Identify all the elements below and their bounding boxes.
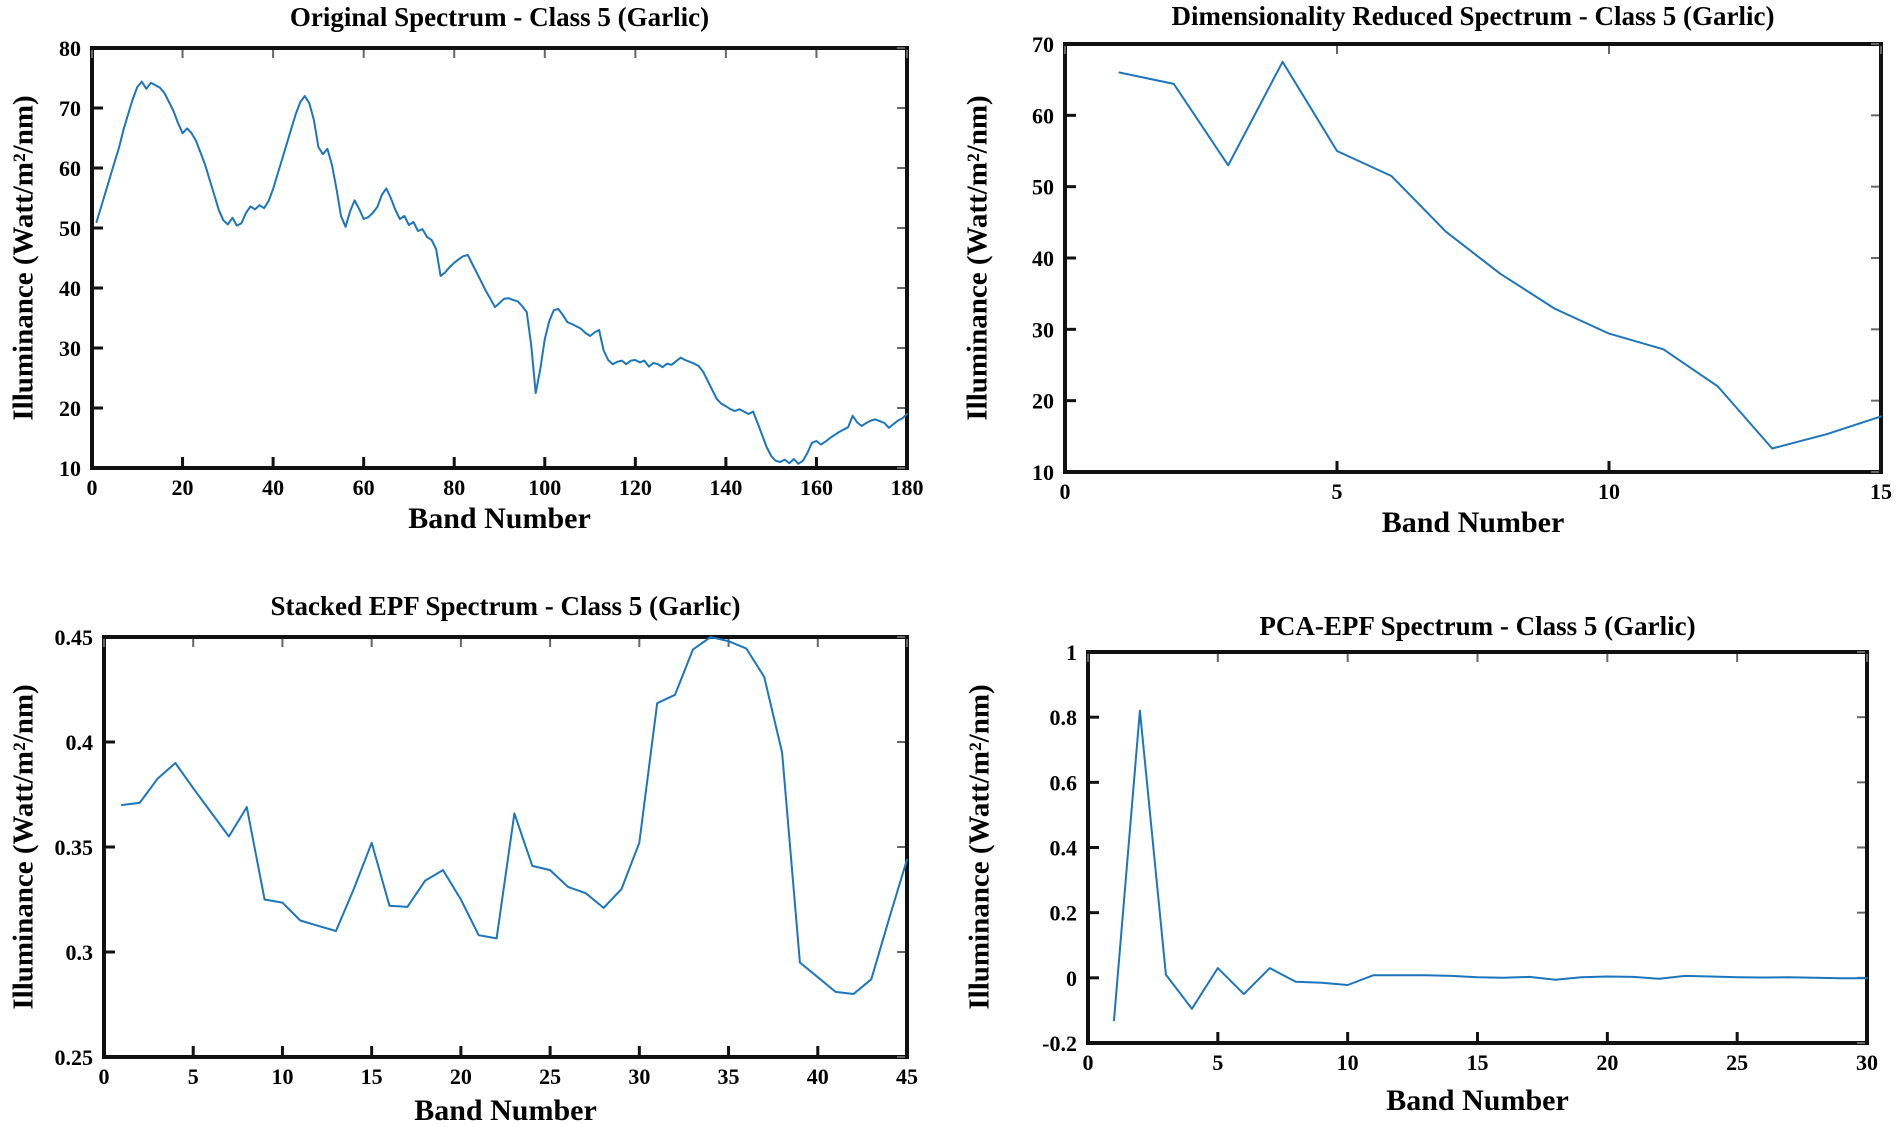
chart-title-original: Original Spectrum - Class 5 (Garlic) <box>289 2 710 32</box>
svg-text:5: 5 <box>1332 479 1343 504</box>
svg-text:0.4: 0.4 <box>66 730 94 755</box>
svg-text:0.2: 0.2 <box>1050 901 1078 926</box>
svg-text:0.3: 0.3 <box>66 940 94 965</box>
svg-text:10: 10 <box>59 456 81 481</box>
svg-text:1: 1 <box>1066 640 1077 665</box>
svg-text:50: 50 <box>59 216 81 241</box>
plot-canvas-original: 0 20 40 60 80 100 120 140 160 180 10 20 30 40 50 60 70 80 <box>59 36 924 500</box>
svg-text:40: 40 <box>262 475 284 500</box>
svg-text:70: 70 <box>1032 32 1054 57</box>
svg-text:0.35: 0.35 <box>55 835 94 860</box>
panel-pca-epf: PCA-EPF Spectrum - Class 5 (Garlic) Illu… <box>950 566 1900 1133</box>
chart-title-stacked-epf: Stacked EPF Spectrum - Class 5 (Garlic) <box>270 591 741 621</box>
svg-text:40: 40 <box>807 1064 829 1089</box>
svg-text:30: 30 <box>59 336 81 361</box>
svg-text:25: 25 <box>539 1064 561 1089</box>
svg-text:20: 20 <box>1596 1050 1618 1075</box>
svg-text:0: 0 <box>87 475 98 500</box>
svg-text:80: 80 <box>59 36 81 61</box>
svg-text:70: 70 <box>59 96 81 121</box>
svg-text:0.4: 0.4 <box>1050 836 1078 861</box>
svg-text:5: 5 <box>1212 1050 1223 1075</box>
x-axis-label: Band Number <box>408 502 591 535</box>
svg-text:0.25: 0.25 <box>55 1045 94 1070</box>
svg-text:60: 60 <box>1032 103 1054 128</box>
panel-original-spectrum: Original Spectrum - Class 5 (Garlic) Ill… <box>0 0 950 566</box>
svg-text:0.45: 0.45 <box>55 625 94 650</box>
plot-canvas-pca-epf: 0 5 10 15 20 25 30-0.200.20.40.60.81 <box>1042 640 1878 1075</box>
panel-dimensionality-reduced: Dimensionality Reduced Spectrum - Class … <box>950 0 1900 566</box>
plot-canvas-stacked-epf: 0 5 10 15 20 25 30 35 40 45 0.25 0.3 0.35 0.4 0.45 <box>55 625 919 1089</box>
svg-text:15: 15 <box>1467 1050 1489 1075</box>
svg-text:0: 0 <box>1060 479 1071 504</box>
svg-text:20: 20 <box>172 475 194 500</box>
svg-text:80: 80 <box>443 475 465 500</box>
svg-text:10: 10 <box>1598 479 1620 504</box>
svg-text:20: 20 <box>450 1064 472 1089</box>
x-axis-label: Band Number <box>414 1094 597 1127</box>
svg-text:35: 35 <box>718 1064 740 1089</box>
svg-text:15: 15 <box>1870 479 1892 504</box>
svg-text:10: 10 <box>271 1064 293 1089</box>
svg-text:30: 30 <box>1856 1050 1878 1075</box>
chart-title-pca-epf: PCA-EPF Spectrum - Class 5 (Garlic) <box>1259 611 1696 641</box>
svg-text:0.8: 0.8 <box>1050 705 1078 730</box>
svg-text:0.6: 0.6 <box>1050 770 1078 795</box>
panel-stacked-epf: Stacked EPF Spectrum - Class 5 (Garlic) … <box>0 566 950 1133</box>
chart-title-dimensionality-reduced: Dimensionality Reduced Spectrum - Class … <box>1171 1 1775 31</box>
svg-text:0: 0 <box>99 1064 110 1089</box>
svg-text:10: 10 <box>1337 1050 1359 1075</box>
svg-text:60: 60 <box>353 475 375 500</box>
svg-text:30: 30 <box>1032 317 1054 342</box>
x-axis-label: Band Number <box>1386 1084 1569 1117</box>
svg-text:0: 0 <box>1083 1050 1094 1075</box>
svg-text:20: 20 <box>59 396 81 421</box>
svg-text:30: 30 <box>628 1064 650 1089</box>
svg-text:50: 50 <box>1032 175 1054 200</box>
svg-text:20: 20 <box>1032 389 1054 414</box>
svg-text:-0.2: -0.2 <box>1042 1031 1077 1056</box>
svg-text:25: 25 <box>1726 1050 1748 1075</box>
x-axis-label: Band Number <box>1381 506 1565 539</box>
svg-text:15: 15 <box>361 1064 383 1089</box>
svg-text:180: 180 <box>891 475 924 500</box>
svg-text:160: 160 <box>800 475 833 500</box>
svg-text:140: 140 <box>709 475 742 500</box>
plot-canvas-dimensionality-reduced: 0 5 10 15 10 20 30 40 50 60 70 <box>1032 32 1892 504</box>
svg-text:60: 60 <box>59 156 81 181</box>
svg-text:40: 40 <box>59 276 81 301</box>
svg-text:100: 100 <box>528 475 561 500</box>
svg-text:0: 0 <box>1066 966 1077 991</box>
svg-text:120: 120 <box>619 475 652 500</box>
svg-text:10: 10 <box>1032 460 1054 485</box>
svg-text:45: 45 <box>896 1064 918 1089</box>
svg-text:40: 40 <box>1032 246 1054 271</box>
svg-text:5: 5 <box>188 1064 199 1089</box>
